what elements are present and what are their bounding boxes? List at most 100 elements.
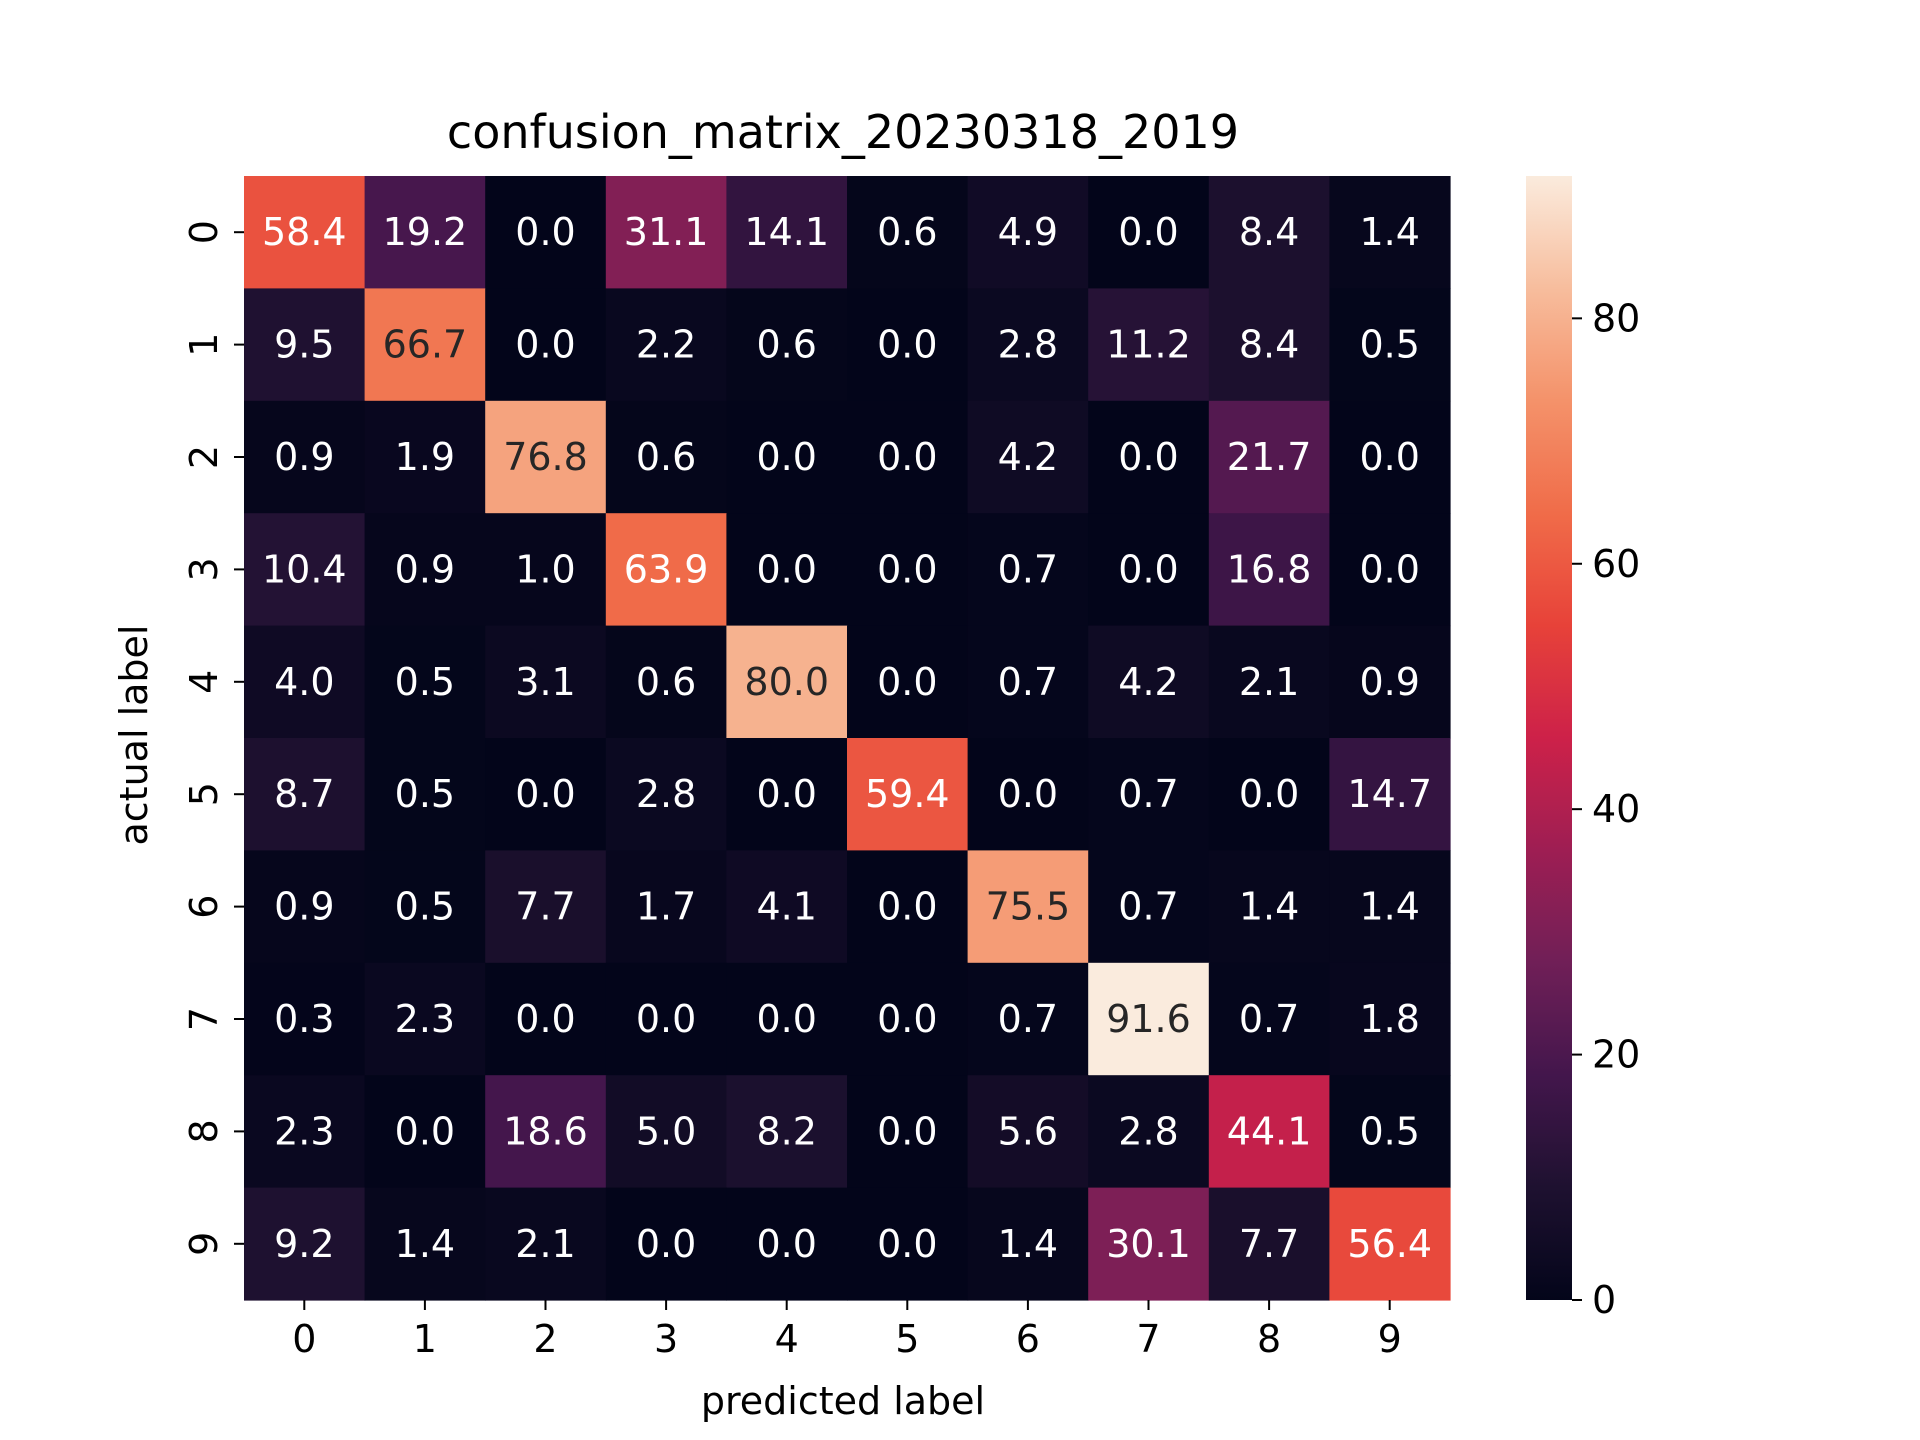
cell-value-label-1-5: 0.0 [877,323,937,367]
cell-value-label-2-4: 0.0 [756,435,816,479]
heatmap-cell-7-9 [1329,962,1451,1076]
cell-value-label-0-6: 4.9 [998,210,1058,254]
y-tick-label-4: 4 [182,670,226,694]
cell-value-label-9-7: 30.1 [1106,1222,1191,1266]
cell-value-label-5-3: 2.8 [636,772,696,816]
colorbar: 0 20 40 60 80 [1526,176,1640,1322]
heatmap-cell-5-8 [1208,738,1330,851]
heatmap-cell-1-3 [605,288,727,402]
cell-value-label-2-6: 4.2 [998,435,1058,479]
heatmap-cell-3-4 [726,513,848,627]
heatmap-cell-3-3 [605,513,727,627]
heatmap-cell-3-7 [1088,513,1210,627]
cell-value-label-0-2: 0.0 [515,210,575,254]
cell-value-label-5-4: 0.0 [756,772,816,816]
heatmap-cell-2-2 [485,400,607,514]
x-tick-label-2: 2 [533,1317,557,1361]
heatmap-cell-5-5 [847,738,969,851]
cell-value-label-7-8: 0.7 [1239,997,1299,1041]
cell-value-label-9-0: 9.2 [274,1222,334,1266]
y-tick-label-3: 3 [182,557,226,581]
cell-value-label-4-5: 0.0 [877,660,937,704]
heatmap-cell-4-5 [847,625,969,739]
cell-value-label-5-7: 0.7 [1118,772,1178,816]
heatmap-cell-5-4 [726,738,848,851]
heatmap-cell-4-1 [364,625,486,739]
x-tick-label-5: 5 [895,1317,919,1361]
chart-title: confusion_matrix_20230318_2019 [447,105,1239,159]
y-tick-label-0: 0 [182,220,226,244]
cell-value-label-7-7: 91.6 [1106,997,1191,1041]
cell-value-label-5-6: 0.0 [998,772,1058,816]
heatmap-cell-7-1 [364,962,486,1076]
x-axis-ticks: 0 1 2 3 4 5 6 7 8 9 [292,1300,1402,1361]
cell-value-label-8-5: 0.0 [877,1109,937,1153]
cell-value-label-7-2: 0.0 [515,997,575,1041]
cell-value-label-2-5: 0.0 [877,435,937,479]
x-tick-label-1: 1 [413,1317,437,1361]
cell-value-label-2-2: 76.8 [503,435,588,479]
heatmap-cell-0-2 [485,176,607,289]
heatmap-cell-6-5 [847,850,969,964]
x-tick-label-6: 6 [1016,1317,1040,1361]
cell-value-label-5-2: 0.0 [515,772,575,816]
heatmap-cell-5-9 [1329,738,1451,851]
cell-value-label-4-3: 0.6 [636,660,696,704]
heatmap-cell-6-2 [485,850,607,964]
cell-value-label-9-2: 2.1 [515,1222,575,1266]
x-tick-label-9: 9 [1378,1317,1402,1361]
cell-value-label-0-8: 8.4 [1239,210,1299,254]
cell-value-label-4-7: 4.2 [1118,660,1178,704]
cell-value-label-9-8: 7.7 [1239,1222,1299,1266]
cell-value-label-6-3: 1.7 [636,885,696,929]
cell-value-label-3-8: 16.8 [1227,547,1312,591]
heatmap-cell-0-7 [1088,176,1210,289]
cell-value-label-1-1: 66.7 [383,323,468,367]
y-tick-label-6: 6 [182,895,226,919]
cell-value-label-6-0: 0.9 [274,885,334,929]
heatmap-cell-9-4 [726,1187,848,1301]
heatmap-cell-7-7 [1088,962,1210,1076]
cell-value-label-6-1: 0.5 [395,885,455,929]
cell-value-label-8-7: 2.8 [1118,1109,1178,1153]
heatmap-cell-7-0 [244,962,366,1076]
heatmap-cell-0-6 [967,176,1089,289]
cell-value-label-8-3: 5.0 [636,1109,696,1153]
cell-value-label-1-9: 0.5 [1359,323,1419,367]
heatmap-cell-2-1 [364,400,486,514]
cell-value-label-8-2: 18.6 [503,1109,588,1153]
cell-value-label-2-9: 0.0 [1359,435,1419,479]
cell-value-label-9-1: 1.4 [395,1222,455,1266]
cell-value-label-3-4: 0.0 [756,547,816,591]
heatmap-cell-4-9 [1329,625,1451,739]
heatmap-cell-4-3 [605,625,727,739]
heatmap-cell-1-5 [847,288,969,402]
cell-value-label-4-6: 0.7 [998,660,1058,704]
heatmap-cell-3-0 [244,513,366,627]
heatmap-cell-9-1 [364,1187,486,1301]
colorbar-tick-label-3: 60 [1592,542,1640,586]
cell-value-label-7-4: 0.0 [756,997,816,1041]
cell-value-label-6-7: 0.7 [1118,885,1178,929]
heatmap-cell-0-3 [605,176,727,289]
colorbar-tick-label-4: 80 [1592,296,1640,340]
heatmap-cell-2-9 [1329,400,1451,514]
cell-value-label-0-9: 1.4 [1359,210,1419,254]
heatmap-cell-9-3 [605,1187,727,1301]
cell-value-label-8-1: 0.0 [395,1109,455,1153]
heatmap-cell-0-1 [364,176,486,289]
cell-value-label-5-9: 14.7 [1347,772,1432,816]
cell-value-label-5-8: 0.0 [1239,772,1299,816]
heatmap-cell-8-8 [1208,1075,1330,1189]
cell-value-label-0-4: 14.1 [744,210,829,254]
heatmap-cell-0-5 [847,176,969,289]
heatmap-cell-6-9 [1329,850,1451,964]
cell-value-label-6-8: 1.4 [1239,885,1299,929]
heatmap-cell-4-6 [967,625,1089,739]
cell-value-label-6-4: 4.1 [756,885,816,929]
cell-value-label-7-5: 0.0 [877,997,937,1041]
heatmap-cell-3-8 [1208,513,1330,627]
heatmap-cell-9-6 [967,1187,1089,1301]
cell-value-label-2-3: 0.6 [636,435,696,479]
